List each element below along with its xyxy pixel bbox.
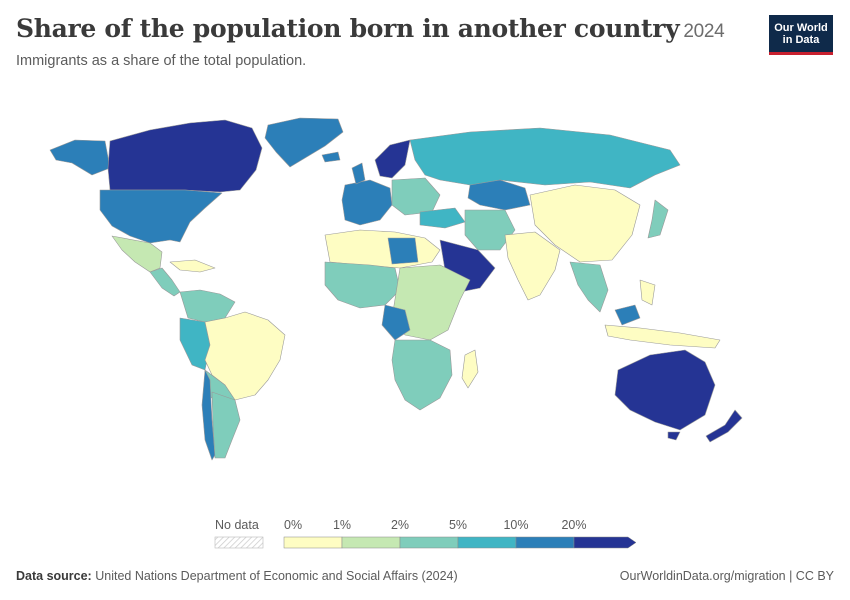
map-legend: No data 0% 1% 2% 5% 10% 20% [214,518,637,549]
region-australia[interactable] [614,349,716,431]
region-north-africa[interactable] [324,229,441,269]
legend-swatch-0 [283,536,343,549]
region-caribbean[interactable] [169,259,216,273]
chart-subtitle: Immigrants as a share of the total popul… [16,53,307,69]
world-map[interactable] [0,100,850,500]
title-year: 2024 [683,21,725,42]
region-turkey[interactable] [419,207,466,229]
logo-line-2: in Data [782,33,820,46]
region-canada[interactable] [107,119,263,193]
legend-tick-2: 2% [391,518,409,532]
region-mexico[interactable] [111,235,163,273]
region-usa[interactable] [99,189,223,244]
legend-swatch-2 [399,536,459,549]
legend-tick-3: 5% [449,518,467,532]
region-south-asia[interactable] [504,231,561,301]
region-greenland[interactable] [264,117,344,168]
region-russia[interactable] [409,127,681,189]
region-colombia-venezuela[interactable] [179,289,236,323]
region-alaska[interactable] [49,139,111,176]
legend-tick-5: 20% [561,518,586,532]
legend-tick-0: 0% [284,518,302,532]
legend-swatch-3 [457,536,517,549]
footer-url[interactable]: OurWorldinData.org/migration | CC BY [619,569,834,583]
region-western-europe[interactable] [341,179,393,226]
legend-tick-4: 10% [503,518,528,532]
region-malaysia[interactable] [614,304,641,326]
source-text: United Nations Department of Economic an… [95,569,458,583]
region-southeast-asia[interactable] [569,261,609,313]
legend-swatch-5 [573,536,637,549]
owid-logo[interactable]: Our World in Data [769,15,833,55]
region-japan[interactable] [647,199,669,239]
legend-swatch-4 [515,536,575,549]
region-eastern-europe[interactable] [391,177,441,216]
region-central-america[interactable] [149,267,181,297]
region-uk[interactable] [351,162,366,185]
region-iceland[interactable] [321,151,341,163]
region-iran-central-asia[interactable] [464,209,516,251]
region-southern-africa[interactable] [391,339,453,411]
region-tasmania[interactable] [667,431,681,441]
title-text: Share of the population born in another … [16,14,680,43]
legend-tick-1: 1% [333,518,351,532]
logo-line-1: Our World [774,21,828,34]
legend-swatch-1 [341,536,401,549]
region-argentina[interactable] [211,391,241,459]
region-central-africa[interactable] [381,304,411,341]
region-libya[interactable] [387,237,419,265]
chart-title: Share of the population born in another … [16,14,725,43]
legend-no-data-swatch [214,536,264,549]
legend-bins: 0% 1% 2% 5% 10% 20% [283,518,637,549]
region-chile[interactable] [201,369,216,461]
region-new-zealand[interactable] [705,409,743,443]
region-kazakhstan[interactable] [467,179,531,211]
region-indonesia[interactable] [604,324,721,349]
source-label: Data source: [16,569,92,583]
region-peru[interactable] [179,317,211,371]
region-west-africa[interactable] [324,261,401,309]
region-madagascar[interactable] [461,349,479,389]
region-philippines[interactable] [639,279,656,306]
region-china[interactable] [529,184,641,263]
region-scandinavia[interactable] [374,139,411,179]
region-brazil[interactable] [204,311,286,401]
data-source: Data source: United Nations Department o… [16,569,458,583]
legend-no-data-label: No data [215,518,259,532]
